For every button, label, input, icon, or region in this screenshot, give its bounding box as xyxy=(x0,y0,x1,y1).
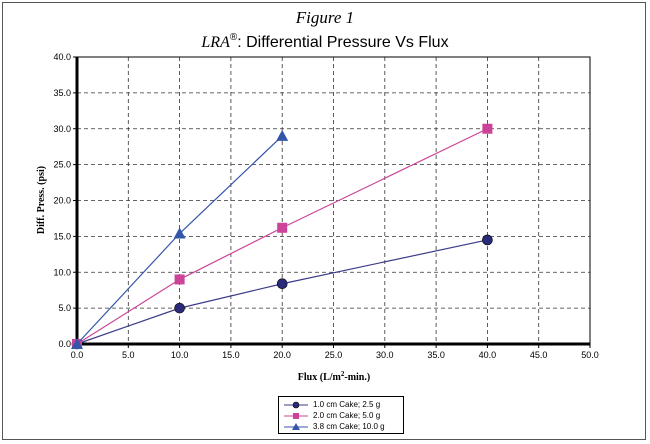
x-tick-label: 50.0 xyxy=(581,350,599,360)
x-tick-label: 10.0 xyxy=(171,350,189,360)
tick-labels: 0.0 5.0 10.0 15.0 20.0 25.0 30.0 35.0 40.0 45.0 50… xyxy=(53,52,598,360)
data-point xyxy=(482,123,493,134)
y-tick-label: 35.0 xyxy=(53,88,71,98)
y-tick-label: 0.0 xyxy=(58,339,71,349)
series-3 xyxy=(71,129,289,349)
x-axis-label-tail: -min.) xyxy=(344,372,370,383)
legend-item: 1.0 cm Cake; 2.5 g xyxy=(283,399,399,410)
figure-frame xyxy=(2,2,646,440)
y-tick-label: 25.0 xyxy=(53,160,71,170)
legend-swatch-marker xyxy=(292,401,300,408)
legend-label: 2.0 cm Cake; 5.0 g xyxy=(313,411,381,420)
legend-item: 2.0 cm Cake; 5.0 g xyxy=(283,410,399,421)
grid-lines xyxy=(77,56,591,344)
axes xyxy=(73,56,591,348)
y-tick-label: 10.0 xyxy=(53,267,71,277)
data-point xyxy=(174,274,185,285)
title-prefix: LRA xyxy=(201,34,230,51)
legend: 1.0 cm Cake; 2.5 g 2.0 cm Cake; 5.0 g 3.8 … xyxy=(278,396,404,434)
figure-label: Figure 1 xyxy=(295,8,355,27)
series-line xyxy=(76,128,488,345)
legend-swatch-marker xyxy=(292,422,300,430)
y-tick-label: 20.0 xyxy=(53,196,71,206)
x-tick-label: 30.0 xyxy=(376,350,394,360)
x-tick-label: 0.0 xyxy=(71,350,84,360)
title-registered-mark: ® xyxy=(229,32,238,43)
x-axis-label-sup: 2 xyxy=(341,370,345,378)
legend-item: 3.8 cm Cake; 10.0 g xyxy=(283,421,399,432)
series-line xyxy=(76,239,488,345)
data-point xyxy=(71,338,83,349)
x-tick-label: 45.0 xyxy=(530,350,548,360)
x-axis-label: Flux (L/m2-min.) xyxy=(298,370,370,383)
x-tick-label: 40.0 xyxy=(479,350,497,360)
legend-swatch xyxy=(284,401,308,408)
data-point xyxy=(482,234,493,246)
legend-swatch xyxy=(284,412,308,419)
data-point xyxy=(276,278,288,290)
data-point xyxy=(173,227,186,239)
legend-label: 1.0 cm Cake; 2.5 g xyxy=(313,400,381,409)
data-point xyxy=(276,129,289,141)
y-axis-label: Diff. Press. (psi) xyxy=(36,166,47,234)
x-tick-label: 20.0 xyxy=(273,350,291,360)
y-tick-label: 5.0 xyxy=(58,303,71,313)
y-tick-label: 30.0 xyxy=(53,124,71,134)
x-tick-label: 5.0 xyxy=(122,350,135,360)
legend-swatch-marker xyxy=(293,412,299,419)
y-tick-label: 15.0 xyxy=(53,231,71,241)
series-layer xyxy=(71,123,493,350)
x-axis-label-main: Flux (L/m xyxy=(298,372,342,383)
title-text: : Differential Pressure Vs Flux xyxy=(237,34,449,51)
legend-label: 3.8 cm Cake; 10.0 g xyxy=(313,422,385,431)
x-tick-label: 15.0 xyxy=(222,350,240,360)
data-point xyxy=(174,302,185,314)
chart-title: LRA®: Differential Pressure Vs Flux xyxy=(0,32,650,52)
data-point xyxy=(277,222,288,233)
y-tick-label: 40.0 xyxy=(53,52,71,62)
x-tick-label: 25.0 xyxy=(325,350,343,360)
x-tick-label: 35.0 xyxy=(427,350,445,360)
legend-swatch xyxy=(284,422,308,430)
